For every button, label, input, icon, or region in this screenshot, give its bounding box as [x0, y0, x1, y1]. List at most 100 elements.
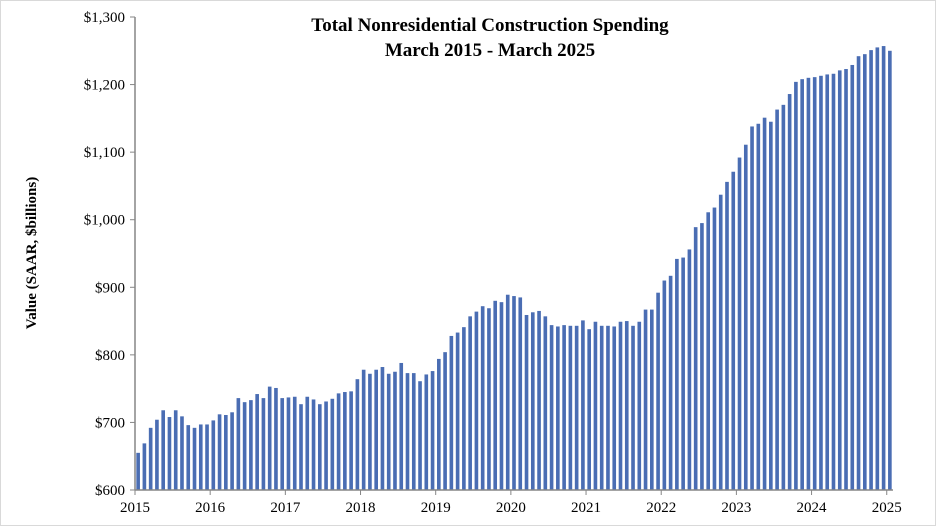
bar	[305, 396, 310, 490]
bar	[361, 369, 366, 490]
bar	[756, 123, 761, 491]
bar	[581, 320, 585, 490]
bar	[405, 373, 410, 490]
bar	[380, 367, 385, 490]
bar	[167, 417, 172, 490]
bar	[530, 312, 535, 490]
bar	[474, 311, 479, 490]
bar	[574, 325, 579, 490]
bar	[712, 207, 717, 490]
bar	[543, 316, 548, 490]
bar	[831, 73, 836, 490]
x-tick-label: 2023	[721, 500, 751, 516]
bar	[487, 308, 491, 490]
bar	[462, 327, 466, 490]
bar	[787, 94, 792, 490]
bar	[267, 386, 272, 490]
bar	[386, 373, 391, 490]
y-tick-label: $1,100	[84, 145, 125, 161]
bar	[700, 223, 704, 491]
bar	[317, 404, 322, 490]
bar	[875, 47, 880, 491]
bar	[261, 398, 266, 490]
bar	[637, 321, 642, 490]
x-tick-label: 2022	[646, 500, 676, 516]
bar	[173, 410, 178, 490]
x-tick-label: 2025	[872, 500, 902, 516]
x-tick-label: 2016	[195, 500, 226, 516]
bar	[587, 329, 591, 490]
bar	[743, 144, 748, 490]
bar	[718, 194, 723, 490]
bar	[411, 373, 416, 490]
bar	[249, 400, 253, 490]
bar	[255, 394, 259, 490]
bar	[650, 309, 654, 490]
bar	[750, 126, 754, 491]
y-tick-label: $700	[95, 415, 125, 431]
x-tick-label: 2019	[421, 500, 451, 516]
x-tick-label: 2017	[270, 500, 301, 516]
bar	[399, 362, 404, 490]
bar	[624, 321, 629, 490]
bar	[706, 212, 711, 490]
bar	[856, 56, 861, 490]
bar	[518, 297, 523, 490]
bar	[869, 50, 873, 491]
bar	[737, 157, 742, 490]
bar	[850, 64, 855, 491]
bar	[374, 369, 378, 490]
bar	[631, 325, 635, 490]
bar	[781, 104, 786, 490]
bar	[355, 379, 360, 490]
bar	[286, 397, 291, 490]
bar	[675, 258, 679, 490]
bar	[343, 392, 347, 490]
bar	[775, 109, 779, 490]
bar	[562, 325, 566, 490]
bar	[524, 314, 529, 490]
bar	[499, 302, 504, 490]
x-tick-label: 2024	[797, 500, 828, 516]
bar	[430, 371, 435, 490]
bar	[769, 121, 773, 490]
bar	[330, 398, 335, 490]
bar	[618, 321, 623, 490]
bar	[180, 416, 184, 490]
x-tick-label: 2018	[346, 500, 376, 516]
bar	[205, 424, 209, 490]
bar	[800, 79, 804, 490]
x-tick-label: 2020	[496, 500, 526, 516]
bar	[556, 326, 560, 490]
y-tick-label: $1,200	[84, 78, 125, 94]
bar	[443, 352, 447, 490]
bar	[236, 398, 241, 490]
bar	[155, 419, 159, 490]
bar	[549, 325, 554, 490]
axes-group: $600 $700 $800 $900 $1,000 $1,100 $1,200 $1,300…	[84, 10, 902, 516]
bar	[656, 292, 660, 490]
bar	[668, 275, 673, 490]
bar	[493, 300, 498, 490]
y-axis-label: Value (SAAR, $billions)	[24, 177, 40, 329]
bar	[230, 412, 234, 490]
y-tick-label: $600	[95, 483, 125, 499]
y-tick-label: $900	[95, 280, 125, 296]
bar	[687, 249, 692, 490]
bar	[274, 387, 278, 490]
bar	[424, 374, 429, 490]
bar	[148, 427, 153, 490]
y-tick-label: $800	[95, 348, 125, 364]
bar	[192, 427, 197, 490]
bar	[725, 181, 729, 491]
bar	[812, 77, 817, 490]
bar	[437, 358, 441, 490]
bar	[292, 396, 297, 490]
bar	[418, 381, 422, 490]
bar	[217, 414, 222, 490]
bar	[643, 309, 648, 490]
bar	[731, 171, 736, 490]
bar	[681, 257, 685, 490]
